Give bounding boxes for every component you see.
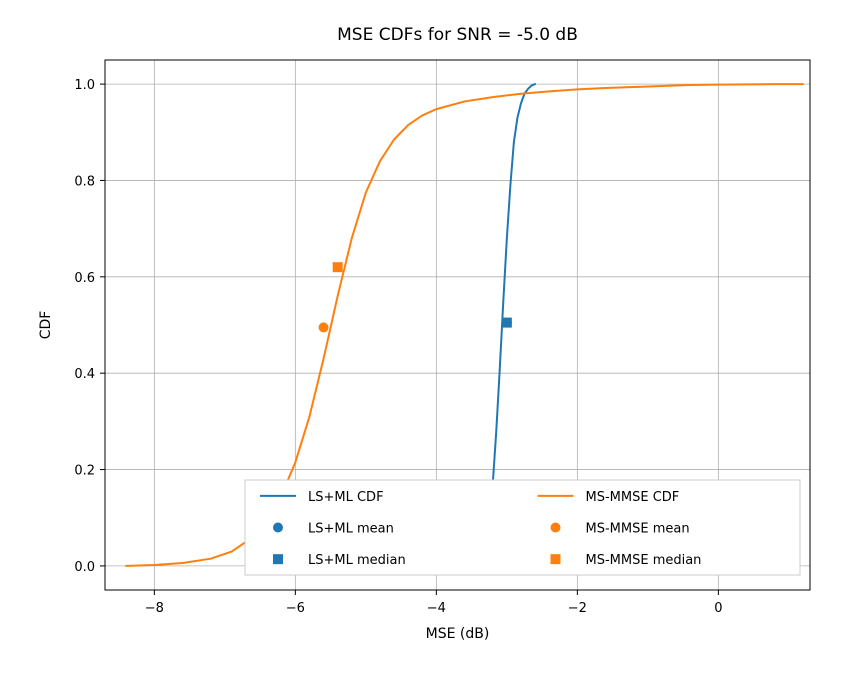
- y-tick-label: 0.6: [74, 271, 95, 286]
- marker-square: [333, 262, 343, 272]
- legend-label: LS+ML median: [308, 553, 406, 568]
- chart-container: −8 −6 −4 −2 0 0.0 0.2 0.4 0.6 0.8 1.0 MSE CDFs for …: [0, 0, 850, 678]
- y-tick-label: 1.0: [74, 78, 95, 93]
- y-tick-label: 0.4: [74, 367, 95, 382]
- x-tick-label: 0: [714, 601, 722, 616]
- legend-label: MS-MMSE CDF: [586, 490, 680, 505]
- y-tick-label: 0.0: [74, 560, 95, 575]
- legend-circle-icon: [273, 523, 283, 533]
- legend-label: LS+ML mean: [308, 522, 394, 537]
- legend-label: MS-MMSE mean: [586, 522, 690, 537]
- legend-circle-icon: [551, 523, 561, 533]
- y-tick-label: 0.2: [74, 464, 95, 479]
- cdf-chart: −8 −6 −4 −2 0 0.0 0.2 0.4 0.6 0.8 1.0 MSE CDFs for …: [0, 0, 850, 678]
- y-tick-label: 0.8: [74, 174, 95, 189]
- legend-label: MS-MMSE median: [586, 553, 702, 568]
- chart-background: [0, 0, 850, 678]
- y-axis-label: CDF: [38, 311, 54, 340]
- x-tick-label: −4: [427, 601, 446, 616]
- x-axis-label: MSE (dB): [426, 626, 490, 642]
- legend-square-icon: [551, 554, 561, 564]
- marker-square: [502, 318, 512, 328]
- marker-circle: [319, 322, 329, 332]
- chart-title: MSE CDFs for SNR = -5.0 dB: [337, 25, 578, 45]
- x-tick-label: −2: [568, 601, 587, 616]
- legend-square-icon: [273, 554, 283, 564]
- x-tick-label: −6: [286, 601, 305, 616]
- x-tick-label: −8: [145, 601, 164, 616]
- legend-label: LS+ML CDF: [308, 490, 384, 505]
